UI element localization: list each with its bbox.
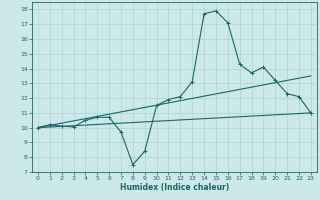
X-axis label: Humidex (Indice chaleur): Humidex (Indice chaleur) xyxy=(120,183,229,192)
